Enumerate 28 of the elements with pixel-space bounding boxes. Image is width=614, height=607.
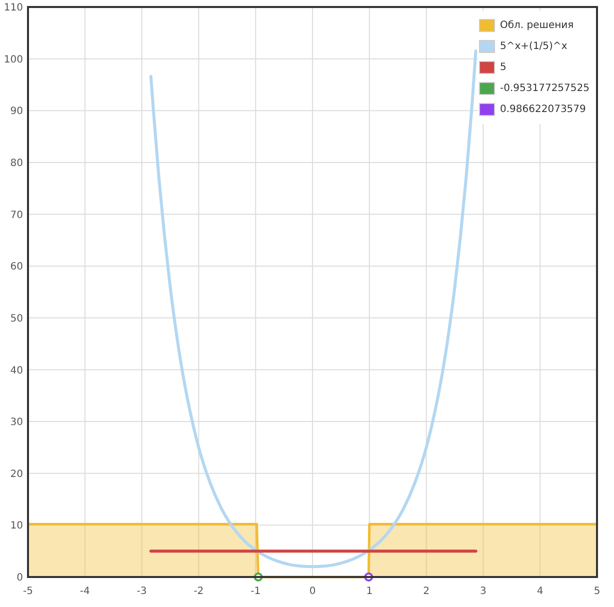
y-tick-label: 110 xyxy=(4,2,23,14)
x-tick-label: -3 xyxy=(136,586,147,598)
y-tick-label: 20 xyxy=(10,468,23,480)
legend-label: Обл. решения xyxy=(500,20,574,31)
y-tick-label: 90 xyxy=(10,106,23,118)
x-tick-label: 2 xyxy=(423,586,430,598)
x-tick-label: 5 xyxy=(594,586,600,598)
y-tick-label: 10 xyxy=(10,520,23,532)
x-tick-label: 1 xyxy=(366,586,373,598)
x-tick-label: -4 xyxy=(80,586,90,598)
y-tick-label: 60 xyxy=(10,262,23,273)
x-tick-label: 4 xyxy=(536,586,544,598)
x-tick-label: -5 xyxy=(23,586,33,598)
x-tick-label: -2 xyxy=(194,586,204,598)
x-tick-label: -1 xyxy=(250,586,261,598)
y-tick-label: 100 xyxy=(4,54,23,66)
y-tick-label: 0 xyxy=(16,572,23,584)
y-tick-label: 30 xyxy=(10,417,23,428)
x-tick-label: 3 xyxy=(480,586,486,598)
y-tick-label: 70 xyxy=(10,210,23,221)
legend-label: -0.953177257525 xyxy=(500,83,590,94)
x-tick-label: 0 xyxy=(309,586,316,598)
legend-label: 5 xyxy=(500,62,506,73)
y-tick-label: 80 xyxy=(10,158,23,170)
y-tick-label: 40 xyxy=(10,365,23,376)
legend-label: 5^x+(1/5)^x xyxy=(500,41,568,52)
legend-label: 0.986622073579 xyxy=(500,104,586,115)
y-tick-label: 50 xyxy=(10,313,23,324)
